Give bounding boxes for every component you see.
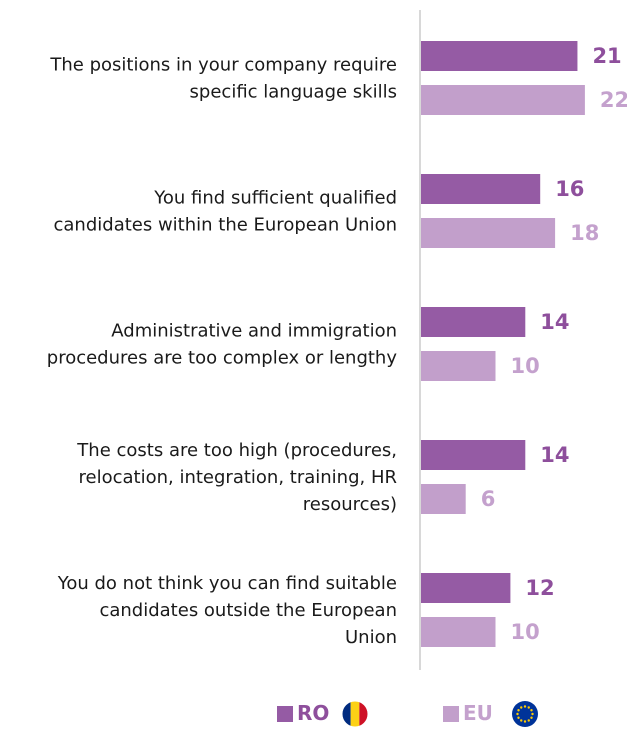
category-label: You find sufficient qualified candidates … bbox=[54, 188, 398, 236]
bar-ro bbox=[421, 174, 541, 204]
bar-eu bbox=[421, 351, 496, 381]
bar-eu bbox=[421, 484, 466, 514]
value-label-ro: 14 bbox=[540, 310, 569, 334]
bar-ro bbox=[421, 307, 526, 337]
category-label: The costs are too high (procedures, reloc… bbox=[76, 440, 397, 515]
value-label-ro: 14 bbox=[540, 443, 569, 467]
bar-ro bbox=[421, 573, 511, 603]
value-label-ro: 12 bbox=[525, 576, 554, 600]
legend-label-eu: EU bbox=[463, 701, 493, 725]
category-labels: The positions in your company require spe… bbox=[47, 55, 398, 649]
category-label: You do not think you can find suitable ca… bbox=[57, 573, 397, 648]
value-label-eu: 22 bbox=[600, 88, 627, 112]
bars bbox=[421, 41, 585, 647]
bar-ro bbox=[421, 440, 526, 470]
legend: RO EU bbox=[277, 700, 538, 728]
value-label-eu: 10 bbox=[511, 620, 540, 644]
legend-swatch-eu bbox=[443, 706, 459, 722]
romania-flag-icon bbox=[341, 700, 369, 728]
value-label-eu: 10 bbox=[511, 354, 540, 378]
bar-eu bbox=[421, 85, 585, 115]
category-label: The positions in your company require spe… bbox=[49, 55, 397, 103]
eu-flag-icon bbox=[512, 701, 538, 727]
bar-eu bbox=[421, 617, 496, 647]
legend-label-ro: RO bbox=[297, 701, 329, 725]
value-label-ro: 16 bbox=[555, 177, 584, 201]
value-label-ro: 21 bbox=[592, 44, 621, 68]
category-label: Administrative and immigration procedures… bbox=[47, 321, 398, 369]
value-label-eu: 18 bbox=[570, 221, 599, 245]
bar-ro bbox=[421, 41, 578, 71]
bar-eu bbox=[421, 218, 556, 248]
legend-swatch-ro bbox=[277, 706, 293, 722]
value-label-eu: 6 bbox=[481, 487, 496, 511]
